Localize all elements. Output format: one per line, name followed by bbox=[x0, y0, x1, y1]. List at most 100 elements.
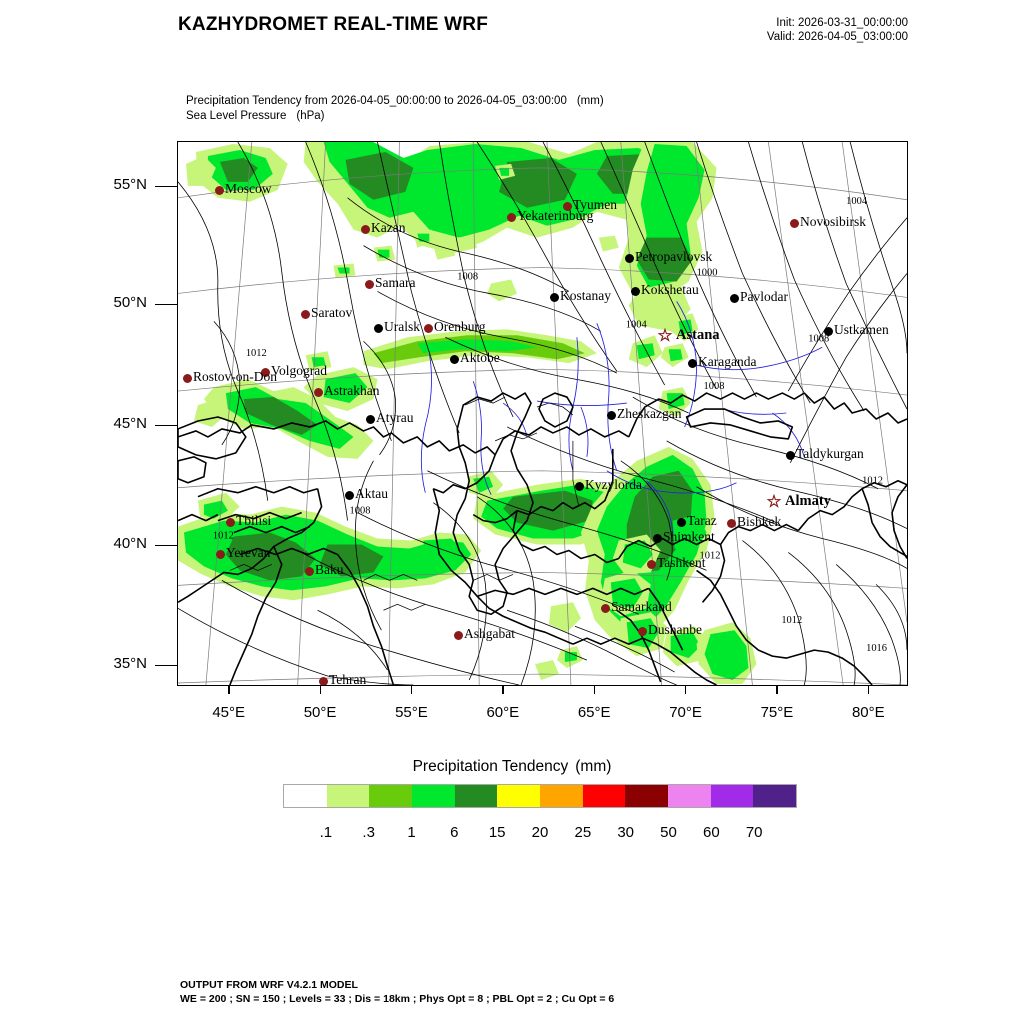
rivers bbox=[420, 301, 823, 533]
colorbar-swatch-2 bbox=[369, 785, 413, 807]
x-axis-label-60°E: 60°E bbox=[486, 704, 520, 721]
colorbar-tick-1: 1 bbox=[407, 824, 416, 841]
city-label-volgograd: Volgograd bbox=[271, 363, 327, 378]
city-label-yekaterinburg: Yekaterinburg bbox=[517, 208, 594, 223]
city-label-ashgabat: Ashgabat bbox=[464, 626, 515, 641]
colorbar-swatch-7 bbox=[582, 785, 626, 807]
x-tickmark-45°E bbox=[228, 686, 230, 694]
city-dot-icon bbox=[373, 323, 383, 333]
city-dot-icon bbox=[624, 253, 634, 263]
colorbar-tick-.1: .1 bbox=[319, 824, 333, 841]
colorbar-tick-labels: .1 .3 1 6 15 20 25 30 50 60 70 bbox=[283, 824, 797, 844]
city-label-taraz: Taraz bbox=[687, 513, 717, 528]
x-axis-label-70°E: 70°E bbox=[669, 704, 702, 721]
city-label-kostanay: Kostanay bbox=[560, 288, 611, 303]
x-tickmark-60°E bbox=[502, 686, 504, 694]
colorbar-swatch-10 bbox=[710, 785, 754, 807]
city-label-pavlodar: Pavlodar bbox=[740, 289, 788, 304]
city-dot-icon bbox=[823, 326, 833, 336]
colorbar-swatch-4 bbox=[454, 785, 498, 807]
weather-map[interactable]: 1008 1004 1000 1004 1008 1008 1012 1008 … bbox=[177, 141, 908, 686]
city-dot-icon bbox=[360, 224, 370, 234]
city-label-petropavlovsk: Petropavlovsk bbox=[635, 249, 713, 264]
model-output-footer: OUTPUT FROM WRF V4.2.1 MODEL WE = 200 ; … bbox=[180, 979, 614, 1006]
city-dot-icon bbox=[785, 450, 795, 460]
city-dot-icon bbox=[606, 410, 616, 420]
colorbar-title-units: (mm) bbox=[575, 758, 612, 775]
city-dot-icon bbox=[300, 309, 310, 319]
x-axis-label-65°E: 65°E bbox=[577, 704, 611, 721]
city-dot-icon bbox=[449, 354, 459, 364]
x-tickmark-75°E bbox=[776, 686, 778, 694]
city-label-astana: Astana bbox=[676, 327, 720, 343]
city-dot-icon bbox=[182, 373, 192, 383]
plot-subtitle: Precipitation Tendency from 2026-04-05_0… bbox=[186, 94, 604, 124]
colorbar-swatch-1 bbox=[326, 785, 370, 807]
city-dot-icon bbox=[646, 559, 656, 569]
city-label-moscow: Moscow bbox=[225, 181, 272, 196]
contour-label-1004: 1004 bbox=[626, 319, 648, 330]
city-label-rostov-on-don: Rostov-on-Don bbox=[193, 369, 277, 384]
city-dot-icon bbox=[304, 566, 314, 576]
graticule bbox=[178, 142, 907, 685]
subtitle-line-precip: Precipitation Tendency from 2026-04-05_0… bbox=[186, 94, 604, 109]
city-label-ustkamen: Ustkamen bbox=[834, 322, 889, 337]
colorbar-swatch-0 bbox=[284, 785, 327, 807]
city-label-atyrau: Atyrau bbox=[376, 410, 414, 425]
city-label-karaganda: Karaganda bbox=[698, 354, 757, 369]
colorbar[interactable] bbox=[283, 784, 797, 808]
x-tickmark-70°E bbox=[685, 686, 687, 694]
y-tickmark-45°N bbox=[155, 424, 177, 426]
city-label-saratov: Saratov bbox=[311, 305, 353, 320]
city-label-shimkent: Shimkent bbox=[663, 529, 715, 544]
city-dot-icon bbox=[729, 293, 739, 303]
contour-label-1008b: 1008 bbox=[808, 333, 829, 344]
colorbar-tick-.3: .3 bbox=[362, 824, 375, 841]
city-label-astrakhan: Astrakhan bbox=[324, 383, 380, 398]
city-label-tehran: Tehran bbox=[329, 672, 367, 686]
city-dot-icon bbox=[313, 387, 323, 397]
city-label-aktobe: Aktobe bbox=[460, 350, 500, 365]
x-axis-label-50°E: 50°E bbox=[303, 704, 337, 721]
city-label-bishkek: Bishkek bbox=[737, 514, 782, 529]
borders-coastlines bbox=[178, 392, 907, 685]
city-label-tbilisi: Tbilisi bbox=[236, 513, 272, 528]
colorbar-swatch-11 bbox=[753, 785, 797, 807]
colorbar-swatch-5 bbox=[497, 785, 541, 807]
city-dot-icon bbox=[453, 630, 463, 640]
x-axis-label-80°E: 80°E bbox=[851, 704, 885, 721]
x-axis-label-55°E: 55°E bbox=[395, 704, 428, 721]
footer-line-config: WE = 200 ; SN = 150 ; Levels = 33 ; Dis … bbox=[180, 992, 615, 1005]
city-dot-icon bbox=[365, 414, 375, 424]
slp-contours: 1008 1004 1000 1004 1008 1008 1012 1008 … bbox=[178, 142, 907, 685]
slp-label: Sea Level Pressure bbox=[186, 110, 287, 122]
y-tickmark-55°N bbox=[155, 185, 177, 187]
city-label-baku: Baku bbox=[315, 562, 344, 577]
x-axis-label-75°E: 75°E bbox=[760, 704, 794, 721]
capital-star-icon: ☆ bbox=[766, 492, 782, 511]
y-axis-label-35°N: 35°N bbox=[113, 655, 147, 672]
colorbar-tick-20: 20 bbox=[531, 824, 549, 841]
city-dot-icon bbox=[506, 212, 516, 222]
y-axis-label-40°N: 40°N bbox=[113, 535, 147, 552]
subtitle-line-pressure: Sea Level Pressure (hPa) bbox=[186, 109, 604, 124]
city-label-tyumen: Tyumen bbox=[573, 197, 618, 212]
precip-units: (mm) bbox=[576, 95, 604, 107]
x-axis-label-45°E: 45°E bbox=[212, 704, 246, 721]
colorbar-title-main: Precipitation Tendency bbox=[412, 758, 569, 775]
city-label-tashkent: Tashkent bbox=[657, 555, 706, 570]
x-tickmark-55°E bbox=[410, 686, 413, 694]
colorbar-tick-60: 60 bbox=[702, 824, 720, 841]
city-dot-icon bbox=[630, 286, 640, 296]
city-label-samara: Samara bbox=[375, 275, 416, 290]
contour-label-1004b: 1004 bbox=[846, 196, 868, 207]
city-dot-icon bbox=[214, 185, 224, 195]
colorbar-tick-30: 30 bbox=[617, 824, 634, 841]
city-dot-icon bbox=[364, 279, 374, 289]
precip-tendency-range: Precipitation Tendency from 2026-04-05_0… bbox=[186, 95, 567, 107]
city-dot-icon bbox=[344, 490, 354, 500]
city-dot-icon bbox=[562, 201, 572, 211]
contour-label-1008: 1008 bbox=[457, 271, 478, 282]
colorbar-swatch-8 bbox=[625, 785, 669, 807]
capital-star-icon: ☆ bbox=[657, 326, 673, 345]
